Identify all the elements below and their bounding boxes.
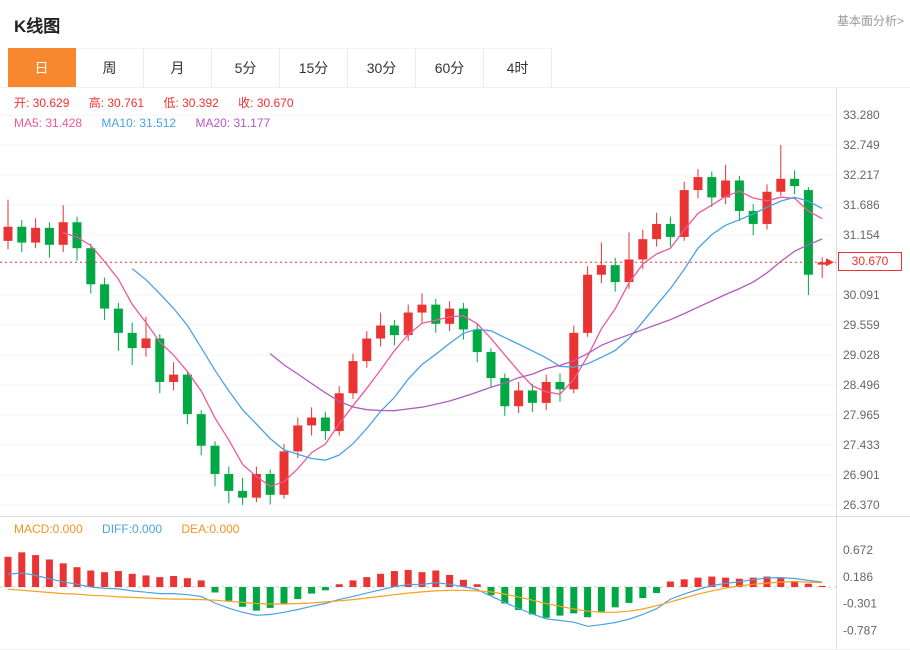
- y-axis-label: 27.433: [843, 438, 880, 452]
- macd-value: MACD:0.000: [14, 522, 83, 536]
- ohlc-high: 高: 30.761: [88, 96, 145, 110]
- tab-5min[interactable]: 5分: [212, 48, 280, 87]
- ma-legend: MA5: 31.428 MA10: 31.512 MA20: 31.177: [14, 116, 286, 130]
- y-axis-label: 26.901: [843, 468, 880, 482]
- y-axis-label: 31.686: [843, 198, 880, 212]
- macd-legend: MACD:0.000 DIFF:0.000 DEA:0.000: [14, 522, 255, 536]
- diff-line: [7, 572, 823, 627]
- y-axis-label: 29.028: [843, 348, 880, 362]
- ohlc-legend: 开: 30.629 高: 30.761 低: 30.392 收: 30.670: [14, 94, 310, 111]
- current-price-tag: 30.670: [838, 252, 902, 272]
- ohlc-open: 开: 30.629: [14, 96, 70, 110]
- current-price-marker: [826, 258, 834, 267]
- page-title: K线图: [14, 17, 61, 36]
- y-axis-label: 30.091: [843, 288, 880, 302]
- tab-30min[interactable]: 30分: [348, 48, 416, 87]
- ohlc-close: 收: 30.670: [238, 96, 294, 110]
- macd-axis-label: 0.672: [843, 543, 873, 557]
- y-axis-label: 29.559: [843, 318, 880, 332]
- macd-panel: 0.672 0.186 -0.301 -0.787: [0, 543, 877, 637]
- tab-week[interactable]: 周: [76, 48, 144, 87]
- y-axis-label: 26.370: [843, 498, 880, 512]
- y-axis-label: 31.154: [843, 228, 880, 242]
- chart-area: 33.280 32.749 32.217 31.686 31.154 30.091 29.5…: [0, 88, 910, 650]
- timeframe-tabs: 日周月 5分 15分 30分 60分 4时: [0, 48, 910, 88]
- y-axis-label: 33.280: [843, 108, 880, 122]
- y-axis-label: 32.749: [843, 138, 880, 152]
- header: K线图 基本面分析>: [0, 0, 910, 48]
- macd-axis-label: -0.787: [843, 623, 877, 637]
- ma10-value: MA10: 31.512: [101, 116, 177, 130]
- diff-value: DIFF:0.000: [102, 522, 163, 536]
- ma-lines-layer: [63, 190, 823, 488]
- grid-layer: 33.280 32.749 32.217 31.686 31.154 30.091 29.5…: [0, 108, 880, 512]
- kline-chart-canvas[interactable]: 33.280 32.749 32.217 31.686 31.154 30.091 29.5…: [0, 88, 910, 650]
- y-axis-label: 32.217: [843, 168, 880, 182]
- dea-line: [7, 580, 823, 613]
- dea-value: DEA:0.000: [181, 522, 240, 536]
- ohlc-low: 低: 30.392: [163, 96, 219, 110]
- y-axis-label: 27.965: [843, 408, 880, 422]
- ma5-value: MA5: 31.428: [14, 116, 83, 130]
- ma5-line: [63, 190, 823, 488]
- ma20-line: [269, 238, 823, 412]
- ma20-value: MA20: 31.177: [195, 116, 271, 130]
- y-axis-label: 28.496: [843, 378, 880, 392]
- macd-axis-label: 0.186: [843, 570, 873, 584]
- macd-axis-label: -0.301: [843, 597, 877, 611]
- tab-15min[interactable]: 15分: [280, 48, 348, 87]
- tab-day[interactable]: 日: [8, 48, 76, 87]
- fundamental-analysis-link[interactable]: 基本面分析>: [836, 14, 904, 28]
- tab-60min[interactable]: 60分: [416, 48, 484, 87]
- ma10-line: [131, 196, 823, 461]
- tab-month[interactable]: 月: [144, 48, 212, 87]
- tab-4hour[interactable]: 4时: [484, 48, 552, 87]
